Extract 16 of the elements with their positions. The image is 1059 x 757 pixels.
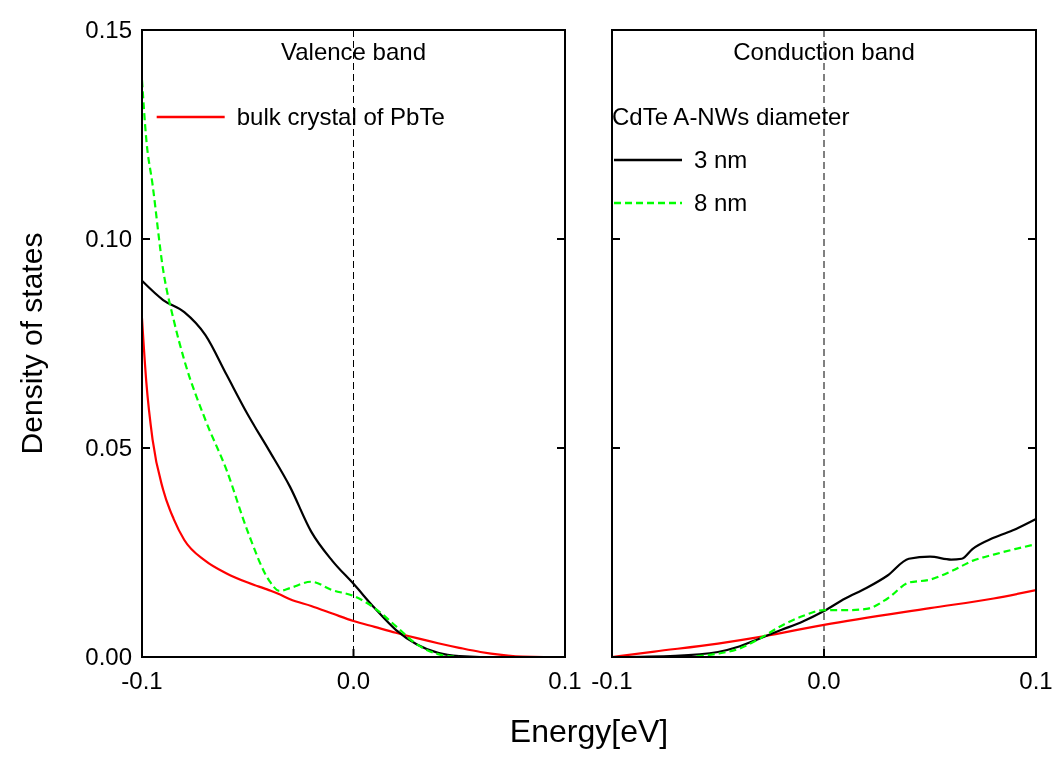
x-tick-label: 0.1	[1019, 667, 1053, 694]
y-tick-label: 0.15	[85, 16, 132, 44]
legend-label: bulk crystal of PbTe	[236, 103, 445, 131]
x-tick-label: 0.0	[807, 667, 841, 694]
chart-title: Conduction band	[733, 38, 915, 65]
x-axis-title: Energy[eV]	[509, 713, 669, 749]
legend-label: 8 nm	[694, 189, 748, 217]
x-tick-label: -0.1	[591, 667, 633, 694]
x-tick-label: 0.1	[548, 667, 582, 694]
y-axis-title: Density of states	[15, 232, 48, 455]
legend-label: 3 nm	[694, 146, 748, 174]
chart-title: Valence band	[280, 38, 427, 65]
y-tick-label: 0.10	[85, 225, 132, 253]
x-tick-label: 0.0	[336, 667, 371, 694]
y-tick-label: 0.05	[85, 434, 132, 462]
legend-title: CdTe A-NWs diameter	[612, 103, 850, 130]
